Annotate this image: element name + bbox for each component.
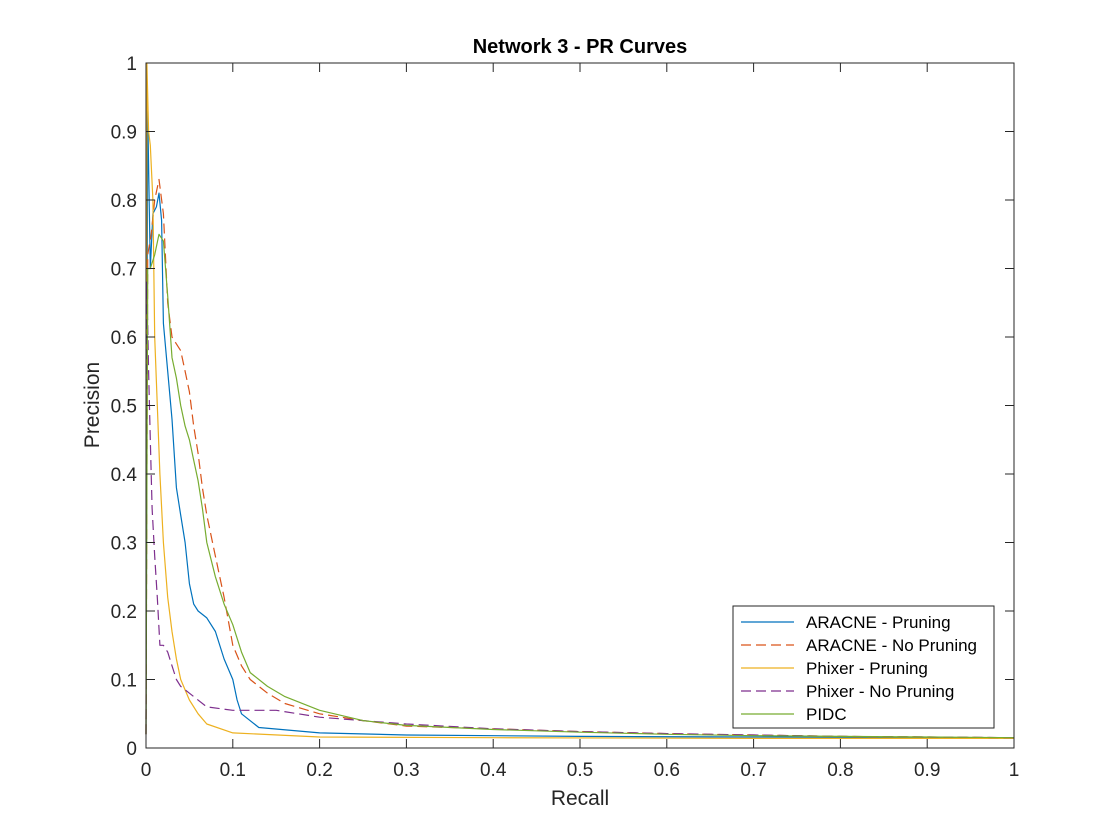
y-tick-label: 0.1 — [111, 671, 137, 692]
series-line-2 — [145, 62, 1014, 739]
y-tick-label: 0.5 — [111, 397, 137, 418]
legend-box — [732, 605, 995, 729]
series-line-4 — [145, 233, 1015, 739]
y-axis-label: Precision — [81, 362, 104, 448]
x-tick-label: 0.9 — [914, 760, 940, 781]
y-axis-ticks: 0 0.1 0.2 0.3 0.4 0.5 0.6 0.7 0.8 0.9 1 — [111, 54, 1014, 760]
y-tick-label: 0.4 — [111, 465, 138, 486]
series-line-1 — [145, 178, 1015, 739]
x-tick-label: 0.6 — [654, 760, 680, 781]
legend-entry-label: ARACNE - No Pruning — [806, 636, 977, 655]
plot-curves — [145, 62, 1015, 739]
y-tick-label: 0 — [126, 739, 137, 760]
y-tick-label: 1 — [126, 54, 137, 75]
y-tick-label: 0.8 — [111, 191, 137, 212]
x-tick-label: 1 — [1009, 760, 1020, 781]
x-tick-label: 0.3 — [393, 760, 419, 781]
x-tick-label: 0 — [141, 760, 152, 781]
x-tick-label: 0.1 — [220, 760, 246, 781]
y-tick-label: 0.9 — [111, 123, 137, 144]
y-tick-label: 0.6 — [111, 328, 137, 349]
legend: ARACNE - Pruning ARACNE - No Pruning Phixe… — [732, 605, 995, 729]
series-line-0 — [145, 110, 1014, 739]
legend-entry-label: Phixer - No Pruning — [806, 682, 954, 701]
x-axis-ticks: 0 0.1 0.2 0.3 0.4 0.5 0.6 0.7 0.8 0.9 1 — [141, 63, 1020, 781]
legend-entry-label: Phixer - Pruning — [806, 659, 928, 678]
y-tick-label: 0.7 — [111, 260, 137, 281]
x-tick-label: 0.5 — [567, 760, 593, 781]
chart-title: Network 3 - PR Curves — [473, 36, 688, 58]
x-tick-label: 0.7 — [740, 760, 766, 781]
y-tick-label: 0.2 — [111, 602, 137, 623]
x-tick-label: 0.4 — [480, 760, 507, 781]
x-axis-label: Recall — [551, 787, 609, 810]
series-line-3 — [145, 281, 1015, 739]
y-tick-label: 0.3 — [111, 534, 137, 555]
legend-entry-label: ARACNE - Pruning — [806, 613, 951, 632]
legend-entry-label: PIDC — [806, 705, 847, 724]
x-tick-label: 0.2 — [306, 760, 332, 781]
x-tick-label: 0.8 — [827, 760, 853, 781]
